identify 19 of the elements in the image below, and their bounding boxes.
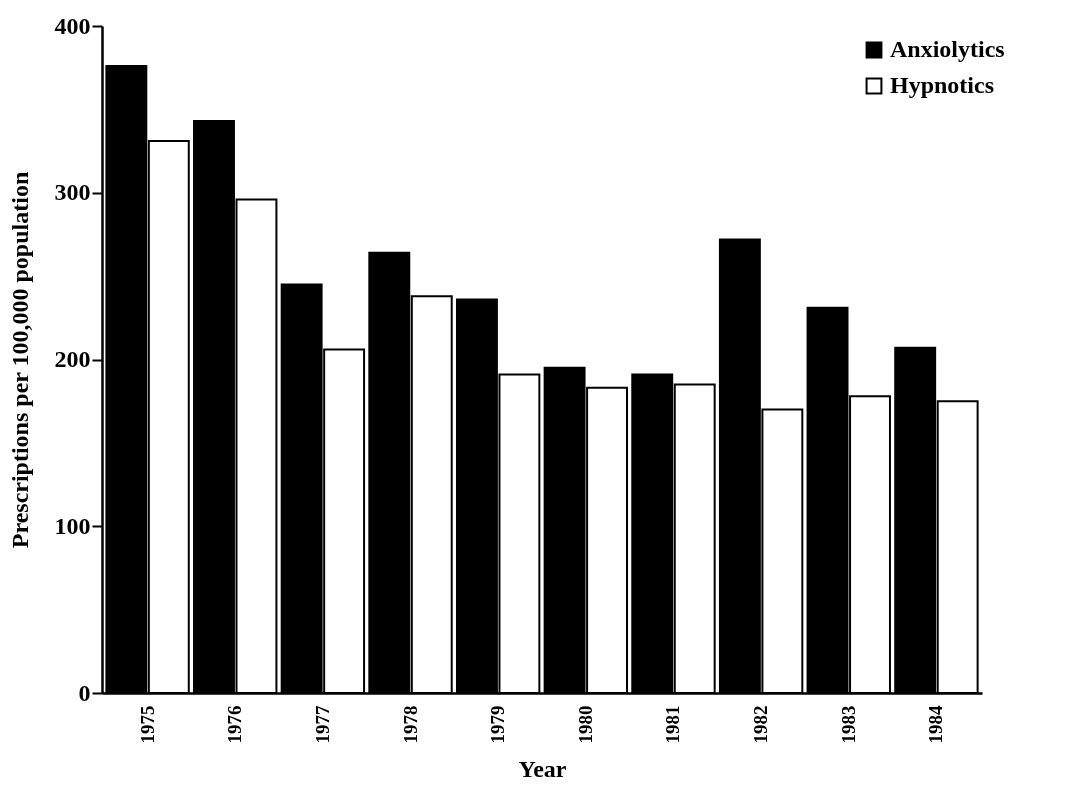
legend-label: Hypnotics [890,72,995,98]
x-tick-label: 1980 [574,705,596,744]
x-tick-label: 1984 [925,705,947,744]
x-tick-label: 1979 [487,705,509,744]
y-tick-label: 300 [54,179,91,206]
x-tick-label: 1976 [224,705,246,744]
x-tick-label: 1977 [311,705,333,744]
x-tick-label: 1978 [399,705,421,744]
y-axis-title: Prescriptions per 100,000 population [6,171,33,549]
x-tick-label: 1981 [662,705,684,744]
x-tick-label: 1975 [136,705,158,744]
y-tick-label: 100 [54,512,91,539]
x-tick-label: 1982 [750,705,772,744]
y-tick-label: 200 [54,346,91,372]
y-tick-label: 400 [54,12,91,39]
legend-label: Anxiolytics [890,36,1005,62]
x-tick-label: 1983 [837,705,859,744]
x-axis-title: Year [518,755,567,782]
y-tick-label: 0 [78,679,91,706]
